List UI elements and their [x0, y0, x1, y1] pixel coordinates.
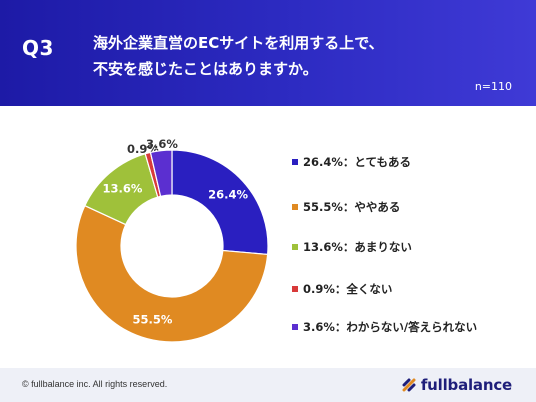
legend-swatch-4 [292, 286, 298, 292]
copyright-text: © fullbalance inc. All rights reserved. [22, 379, 168, 389]
donut-slice-1 [171, 149, 269, 256]
question-number: Q3 [22, 36, 54, 60]
question-text-line-2: 不安を感じたことはありますか。 [93, 60, 318, 78]
slice-label-3: 13.6% [103, 181, 143, 195]
legend-label-5: 3.6%：わからない/答えられない [303, 320, 478, 334]
chart-legend: 26.4%：とてもある 55.5%：ややある 13.6%：あまりない 0.9%：… [292, 0, 532, 402]
legend-swatch-2 [292, 204, 298, 210]
sample-size: n=110 [474, 80, 512, 93]
legend-swatch-5 [292, 324, 298, 330]
legend-item-5: 3.6%：わからない/答えられない [292, 319, 477, 335]
slice-label-5: 3.6% [146, 137, 178, 151]
legend-label-3: 13.6%：あまりない [303, 240, 412, 254]
legend-item-4: 0.9%：全くない [292, 281, 392, 297]
legend-label-2: 55.5%：ややある [303, 200, 401, 214]
footer: © fullbalance inc. All rights reserved. … [0, 368, 536, 402]
legend-swatch-1 [292, 159, 298, 165]
legend-item-2: 55.5%：ややある [292, 199, 400, 215]
legend-item-3: 13.6%：あまりない [292, 239, 412, 255]
slice-label-1: 26.4% [208, 188, 248, 202]
legend-swatch-3 [292, 244, 298, 250]
donut-chart: 26.4%55.5%13.6%0.9%3.6% [75, 137, 269, 343]
donut-slice-2 [75, 204, 269, 343]
brand-name: fullbalance [420, 376, 512, 394]
question-header: Q3 海外企業直営のECサイトを利用する上で、 不安を感じたことはありますか。 … [0, 0, 536, 106]
brand-mark-icon [402, 378, 416, 392]
legend-item-1: 26.4%：とてもある [292, 154, 411, 170]
slice-label-2: 55.5% [132, 312, 172, 326]
legend-label-1: 26.4%：とてもある [303, 155, 411, 169]
brand-logo: fullbalance [402, 374, 512, 396]
question-text-line-1: 海外企業直営のECサイトを利用する上で、 [93, 34, 384, 52]
donut-slice-5 [149, 149, 173, 198]
legend-label-4: 0.9%：全くない [303, 282, 393, 296]
question-text: 海外企業直営のECサイトを利用する上で、 不安を感じたことはありますか。 [93, 30, 513, 82]
